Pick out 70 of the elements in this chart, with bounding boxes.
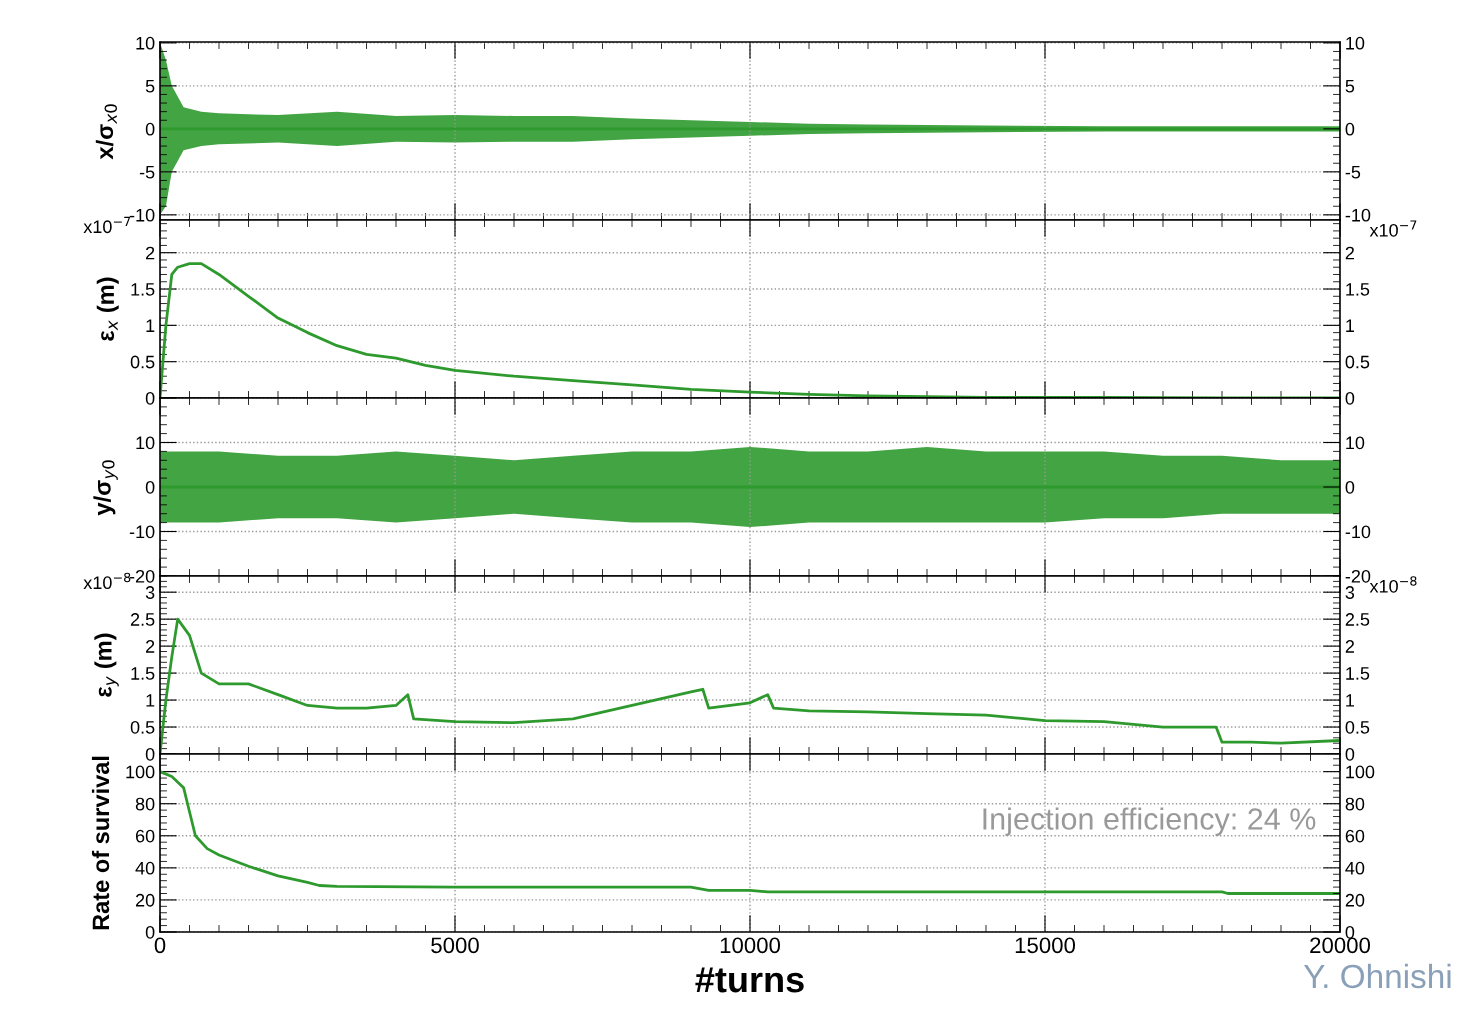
y2-tick-label: 20 (1345, 893, 1365, 907)
y2-tick-label: 100 (1346, 765, 1375, 779)
y2-tick-label: 1.5 (1346, 283, 1370, 296)
y2-tick-label: 0 (1345, 122, 1355, 136)
x-tick-label: 20000 (1310, 937, 1371, 954)
y2-tick-label: 40 (1345, 861, 1365, 875)
y-tick-label: 20 (135, 893, 155, 907)
x-tick-label: 15000 (1015, 937, 1076, 954)
y2-tick-label: 0 (1345, 747, 1355, 761)
y2-tick-label: 80 (1345, 797, 1365, 811)
y-tick-label: 0 (145, 747, 155, 761)
y-axis-title: Rate of survival (91, 756, 110, 930)
y2-tick-label: -20 (1345, 569, 1371, 583)
y2-tick-label: 0 (1345, 925, 1355, 939)
y2-tick-label: 0.5 (1345, 720, 1370, 734)
y-tick-label: -5 (139, 165, 155, 179)
y-tick-label: 1.5 (131, 283, 155, 296)
x-tick-label: 5000 (431, 937, 479, 954)
y2-tick-label: -10 (1345, 208, 1371, 222)
y2-tick-label: 1 (1346, 694, 1355, 707)
y-tick-label: 100 (126, 765, 155, 779)
y-tick-label: 0.5 (130, 720, 155, 734)
y2-tick-label: 1.5 (1346, 667, 1370, 680)
y-tick-label: 0.5 (130, 355, 155, 369)
text: x10$^{−7}$ (1369, 220, 1417, 237)
y-tick-label: 10 (136, 36, 155, 50)
y-tick-label: 0 (145, 925, 155, 939)
y2-tick-label: 5 (1345, 79, 1355, 93)
y-tick-label: 0 (145, 480, 155, 494)
y-axis-title: y/σ$_{y0}$ (93, 460, 118, 516)
y2-tick-label: 10 (1346, 36, 1365, 50)
line-series (160, 770, 1340, 895)
y2-tick-label: 2 (1345, 640, 1354, 653)
y-tick-label: 2 (146, 246, 155, 260)
y-tick-label: 3 (145, 586, 155, 599)
y2-tick-label: 60 (1345, 829, 1365, 843)
y-tick-label: 1.5 (131, 667, 155, 680)
y-tick-label: 1 (146, 694, 155, 707)
annotation: Injection efficiency: 24 % (983, 807, 1316, 836)
y2-tick-label: 3 (1345, 586, 1355, 599)
y-tick-label: 80 (135, 797, 155, 811)
y2-tick-label: 2 (1345, 246, 1354, 260)
y2-tick-label: 0 (1345, 391, 1355, 405)
y-axis-title: x/σ$_{x0}$ (95, 104, 118, 160)
y-tick-label: 2.5 (130, 613, 155, 626)
y2-tick-label: 0 (1345, 480, 1355, 494)
y-tick-label: 40 (135, 861, 155, 875)
text: x10$^{−8}$ (83, 572, 131, 590)
y-tick-label: 60 (135, 829, 155, 843)
y-axis-title: ε$_{y}$ (m) (94, 633, 119, 697)
y-tick-label: 10 (136, 436, 155, 450)
text: x10$^{−7}$ (83, 216, 131, 234)
y2-tick-label: -5 (1345, 165, 1361, 179)
x-axis-title: #turns (695, 967, 804, 993)
y2-tick-label: 1 (1346, 319, 1355, 332)
x-tick-label: 10000 (720, 937, 781, 954)
y-tick-label: -20 (129, 569, 155, 583)
y-axis-title: ε$_{x}$ (m) (96, 277, 119, 341)
y-tick-label: -10 (129, 208, 155, 222)
y-tick-label: 2 (146, 640, 155, 653)
text: Y. Ohnishi (1303, 963, 1451, 989)
y-tick-label: 0 (145, 122, 155, 136)
y2-tick-label: 10 (1346, 436, 1365, 450)
y-tick-label: 1 (146, 319, 155, 332)
y-tick-label: 0 (145, 391, 155, 405)
y2-tick-label: 0.5 (1345, 355, 1370, 369)
y-tick-label: 5 (145, 79, 155, 93)
y2-tick-label: 2.5 (1345, 613, 1370, 626)
y2-tick-label: -10 (1345, 525, 1371, 539)
y-tick-label: -10 (129, 525, 155, 539)
